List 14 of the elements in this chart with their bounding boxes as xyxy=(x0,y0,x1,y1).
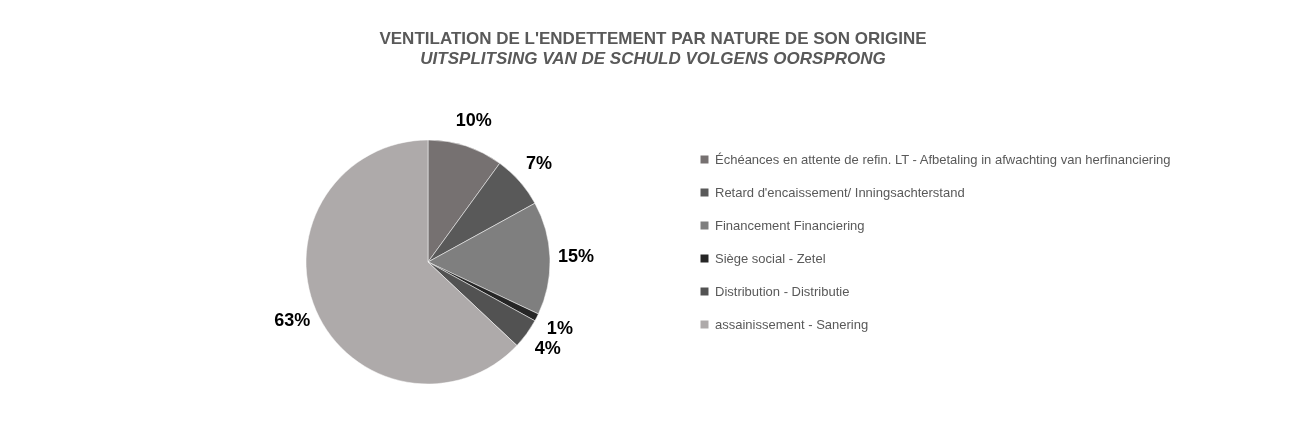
data-label: 10% xyxy=(455,110,492,131)
data-label: 15% xyxy=(557,246,594,267)
legend-label: Financement Financiering xyxy=(715,217,865,233)
data-label: 4% xyxy=(534,337,561,358)
data-label: 7% xyxy=(526,153,553,174)
chart-title: VENTILATION DE L'ENDETTEMENT PAR NATURE DE SON ORIGINE xyxy=(379,29,927,48)
legend-label: Siège social - Zetel xyxy=(715,250,826,266)
data-label: 1% xyxy=(546,318,573,339)
legend-label: assainissement - Sanering xyxy=(715,316,869,332)
legend-label: Échéances en attente de refin. LT - Afbetaling in afwachting van herfinanciering xyxy=(715,151,1171,167)
legend-label: Distribution - Distributie xyxy=(715,283,850,299)
legend-label: Retard d'encaissement/ Inningsachterstand xyxy=(715,184,965,200)
data-label: 63% xyxy=(274,309,311,330)
chart-subtitle: UITSPLITSING VAN DE SCHULD VOLGENS OORSPRONG xyxy=(420,49,886,68)
